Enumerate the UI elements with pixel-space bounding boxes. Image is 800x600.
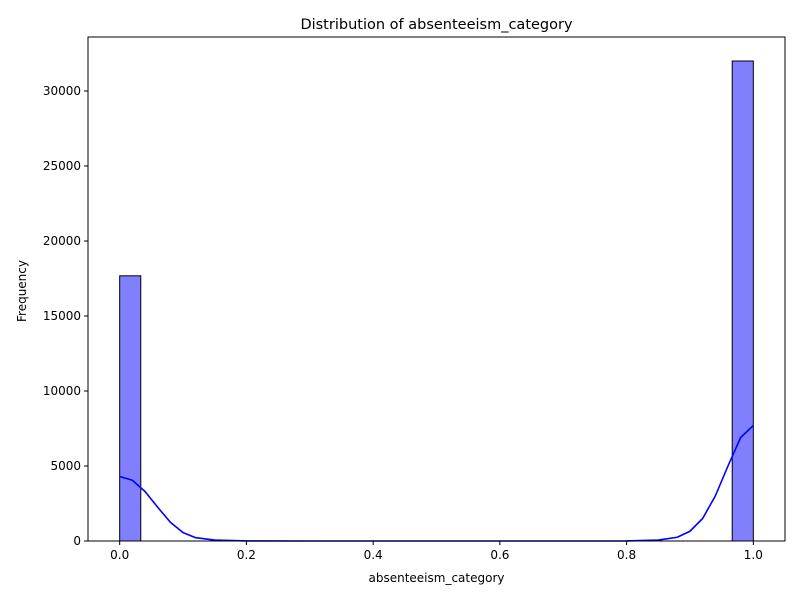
- plot-area: 0.0 0.2 0.4 0.6 0.8 1.0 0 5000 10000 15000 20000 25…: [43, 36, 786, 562]
- histogram-bar-0: [119, 275, 142, 542]
- y-tick-label: 25000: [43, 159, 81, 173]
- x-tick-label: 0.8: [617, 548, 636, 562]
- chart-title: Distribution of absenteeism_category: [300, 17, 573, 33]
- x-tick-label: 0.0: [110, 548, 129, 562]
- y-tick-label: 20000: [43, 234, 81, 248]
- y-tick-label: 5000: [50, 459, 81, 473]
- y-tick-label: 10000: [43, 384, 81, 398]
- axes-frame: [87, 36, 786, 542]
- x-tick-label: 0.2: [237, 548, 256, 562]
- y-tick-label: 0: [73, 534, 81, 548]
- y-axis-label: Frequency: [15, 260, 29, 322]
- x-axis-label: absenteeism_category: [369, 571, 505, 585]
- y-tick-label: 15000: [43, 309, 81, 323]
- y-tick-label: 30000: [43, 84, 81, 98]
- x-tick-label: 0.4: [364, 548, 383, 562]
- histogram-bar-1: [731, 60, 754, 542]
- x-tick-label: 0.6: [490, 548, 509, 562]
- x-tick-label: 1.0: [744, 548, 763, 562]
